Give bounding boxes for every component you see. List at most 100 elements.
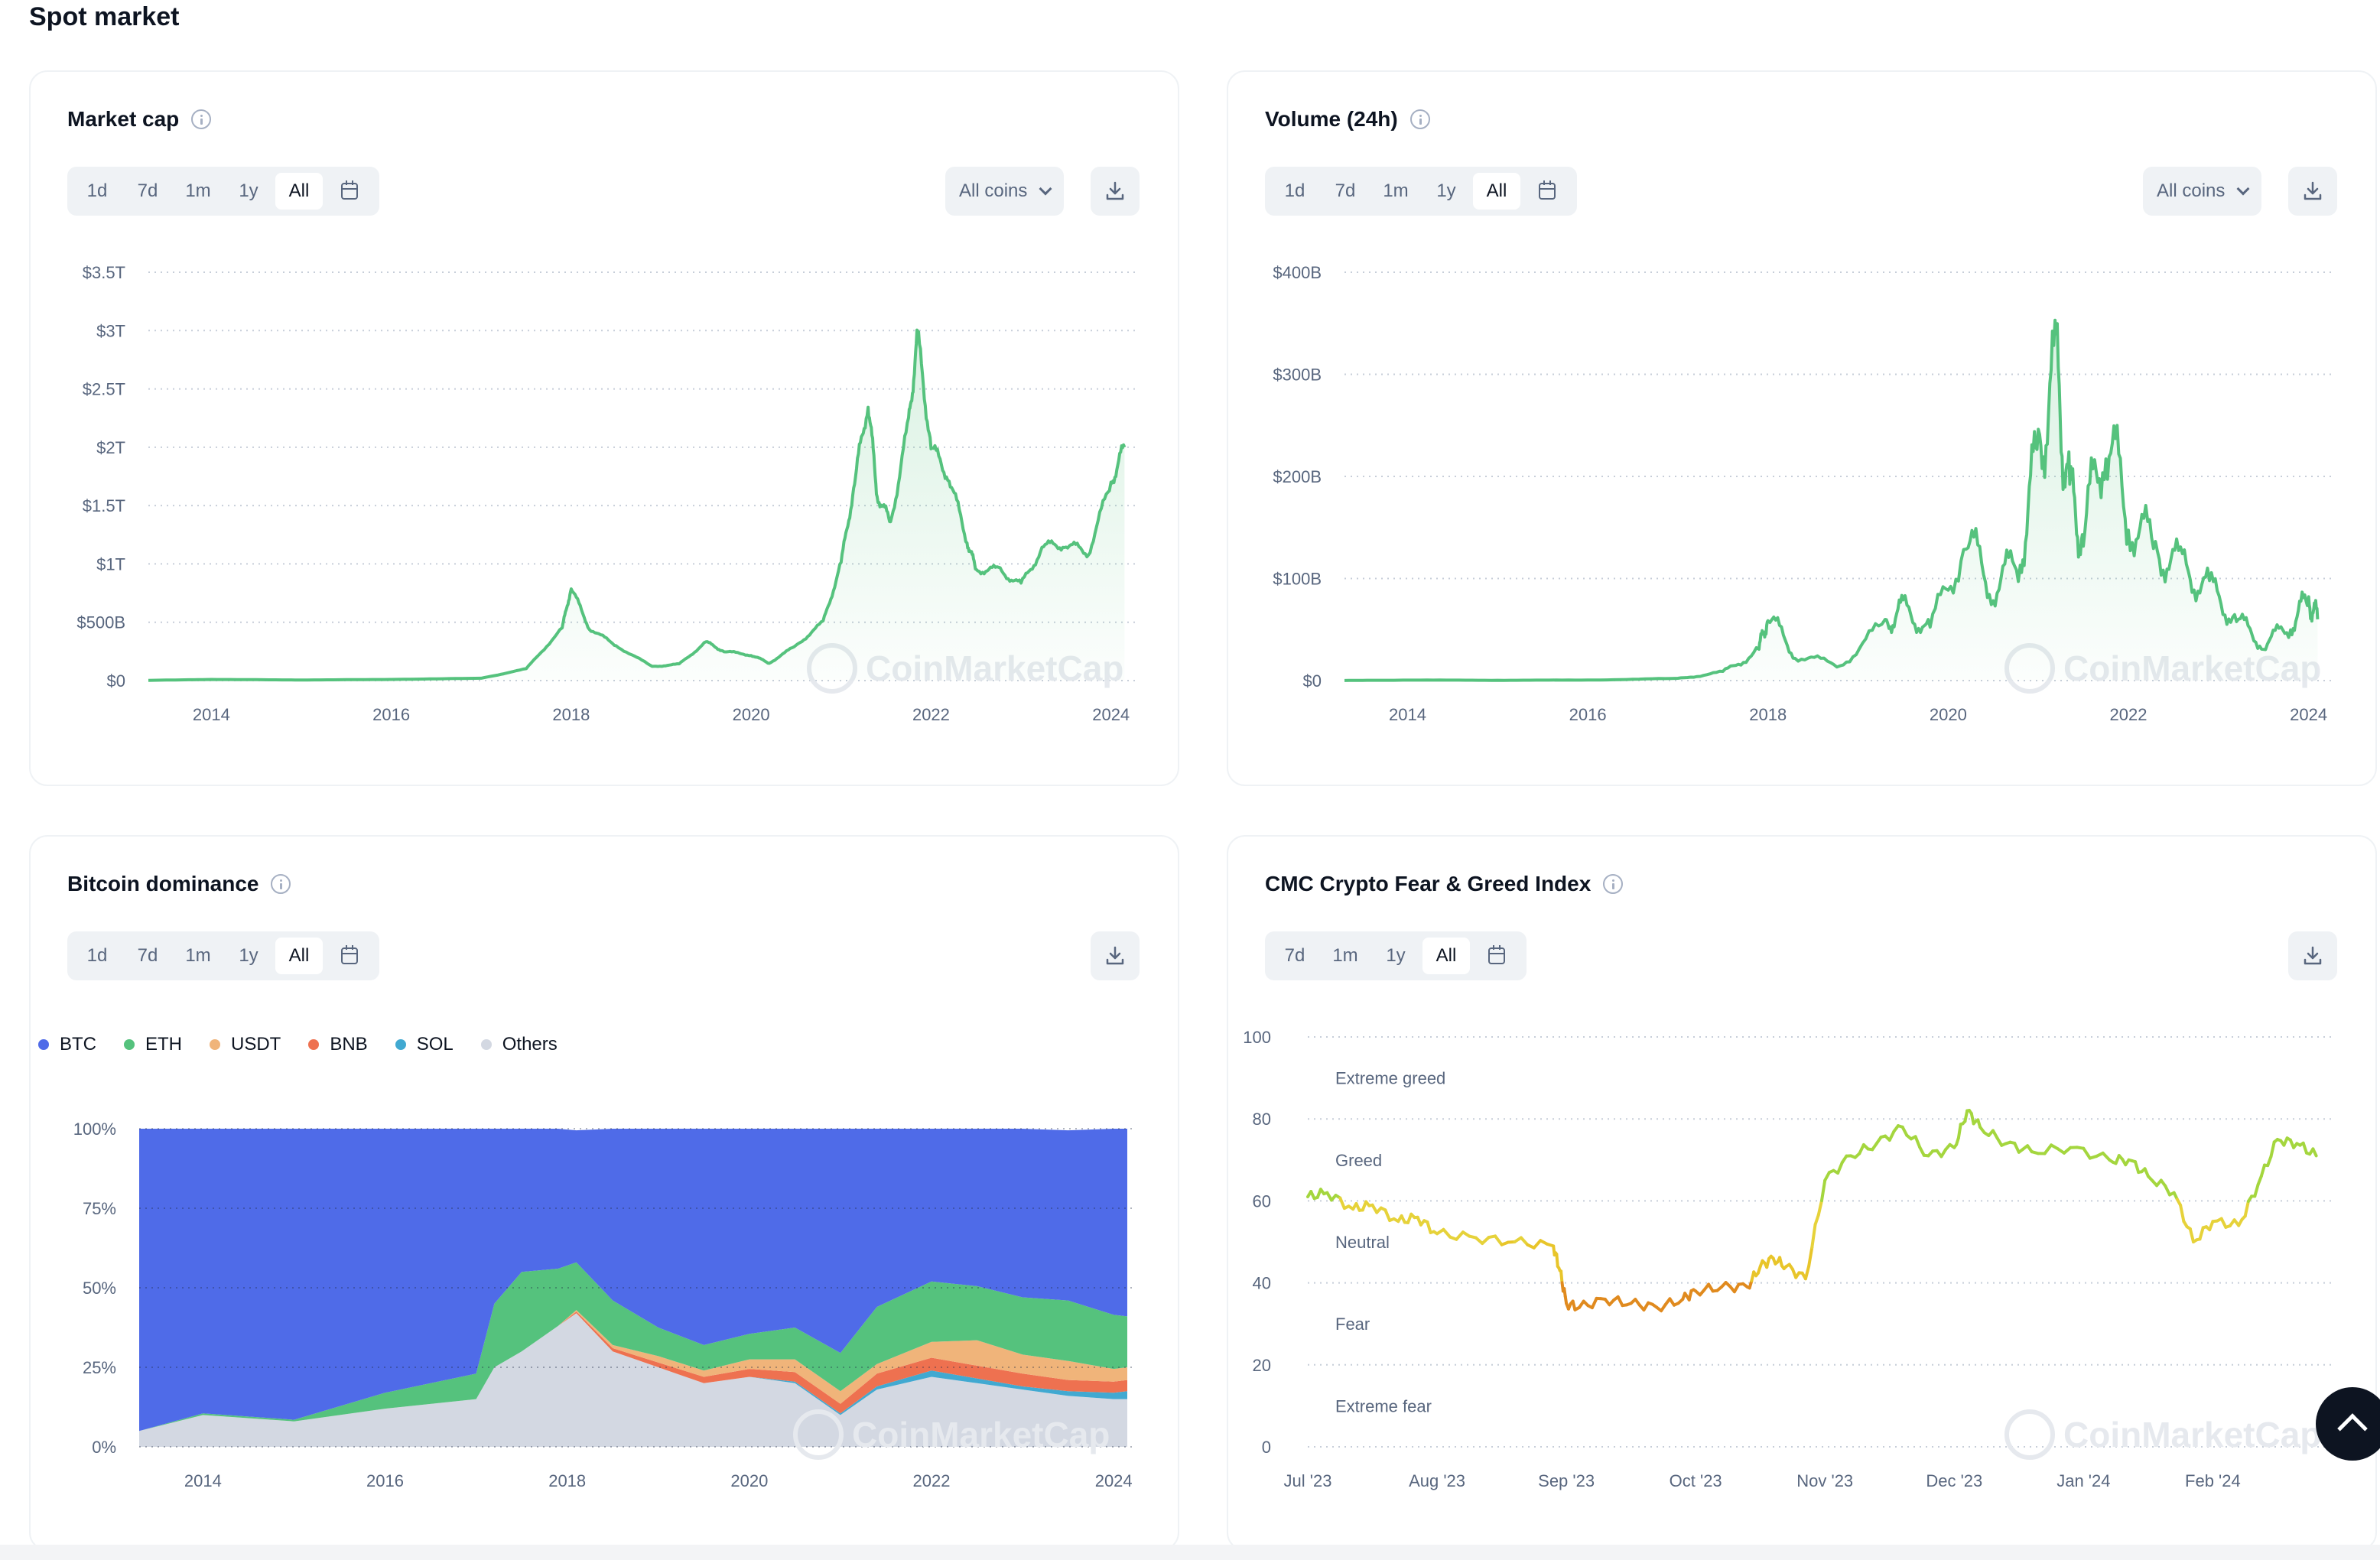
tab-1y[interactable]: 1y [1436, 180, 1456, 201]
watermark-text: CoinMarketCap [2063, 1415, 2321, 1454]
tab-all[interactable]: All [1422, 938, 1470, 974]
index-line-segment [2301, 1141, 2308, 1155]
y-tick-label: 0 [1262, 1438, 1271, 1457]
dominance-timeframe-tabs: 1d 7d 1m 1y All [67, 931, 379, 980]
legend-item-bnb[interactable]: BNB [308, 1034, 368, 1055]
y-tick-label: 75% [83, 1199, 116, 1218]
x-tick-label: 2024 [1095, 1471, 1133, 1490]
download-button[interactable] [2288, 167, 2337, 216]
x-tick-label: 2022 [913, 1471, 951, 1490]
watermark-text: CoinMarketCap [852, 1415, 1110, 1454]
info-icon[interactable] [1409, 109, 1430, 129]
download-button[interactable] [1091, 167, 1140, 216]
arrow-up-icon [2337, 1413, 2368, 1444]
calendar-icon [341, 945, 358, 964]
x-tick-label: 2016 [366, 1471, 404, 1490]
coin-select-dropdown[interactable]: All coins [945, 167, 1065, 216]
legend-item-usdt[interactable]: USDT [210, 1034, 281, 1055]
watermark-logo [2004, 1409, 2055, 1460]
legend-item-others[interactable]: Others [480, 1034, 558, 1055]
y-tick-label: 25% [83, 1358, 116, 1377]
calendar-button[interactable] [326, 938, 373, 974]
x-tick-label: 2022 [2110, 705, 2148, 724]
scroll-to-top-button[interactable] [2316, 1387, 2380, 1461]
y-tick-label: $500B [76, 613, 125, 632]
index-line-segment [2188, 1227, 2195, 1243]
index-line-segment [1913, 1135, 1922, 1149]
calendar-button[interactable] [1473, 938, 1520, 974]
calendar-icon [1488, 945, 1505, 964]
fear-greed-title-text: CMC Crypto Fear & Greed Index [1265, 872, 1592, 895]
x-tick-label: 2020 [730, 1471, 768, 1490]
index-line-segment [2243, 1199, 2250, 1218]
tab-1m[interactable]: 1m [185, 180, 211, 201]
zone-label: Greed [1335, 1151, 1382, 1170]
y-tick-label: 20 [1253, 1356, 1271, 1375]
x-tick-label: 2018 [552, 705, 590, 724]
volume-title: Volume (24h) [1265, 107, 1430, 132]
tab-1y[interactable]: 1y [239, 180, 258, 201]
tab-1m[interactable]: 1m [185, 945, 211, 966]
tab-7d[interactable]: 7d [137, 180, 158, 201]
index-line-segment [2269, 1140, 2276, 1159]
download-button[interactable] [1091, 931, 1140, 980]
tab-7d[interactable]: 7d [1284, 945, 1305, 966]
index-line-segment [1616, 1295, 1624, 1308]
legend-dot [38, 1039, 49, 1050]
index-line-segment [1519, 1236, 1530, 1246]
series-area [148, 330, 1125, 681]
tab-7d[interactable]: 7d [1335, 180, 1356, 201]
index-line-segment [1426, 1220, 1432, 1234]
tab-1y[interactable]: 1y [239, 945, 258, 966]
legend-item-eth[interactable]: ETH [124, 1034, 182, 1055]
download-button[interactable] [2288, 931, 2337, 980]
index-line-segment [1887, 1129, 1896, 1142]
legend-item-sol[interactable]: SOL [395, 1034, 454, 1055]
info-icon[interactable] [191, 109, 212, 129]
info-icon[interactable] [1603, 874, 1624, 894]
zone-label: Neutral [1335, 1233, 1390, 1252]
dominance-legend: BTC ETH USDT BNB SOL Others [38, 1034, 558, 1055]
y-tick-label: $100B [1273, 570, 1322, 589]
tab-1d[interactable]: 1d [86, 180, 108, 201]
legend-dot [210, 1039, 220, 1050]
index-line-segment [1836, 1161, 1844, 1175]
tab-7d[interactable]: 7d [137, 945, 158, 966]
calendar-button[interactable] [326, 173, 373, 210]
index-line-segment [1687, 1289, 1693, 1302]
y-tick-label: $0 [107, 671, 125, 691]
index-line-segment [2164, 1185, 2171, 1197]
index-line-segment [2101, 1151, 2112, 1162]
y-tick-label: 60 [1253, 1191, 1271, 1211]
info-icon[interactable] [271, 874, 291, 894]
tab-1d[interactable]: 1d [86, 945, 108, 966]
series-area-eth [139, 1262, 1127, 1432]
calendar-button[interactable] [1523, 173, 1571, 210]
tab-all[interactable]: All [275, 173, 323, 210]
tab-all[interactable]: All [1473, 173, 1520, 210]
y-tick-label: 100 [1243, 1028, 1271, 1047]
legend-item-btc[interactable]: BTC [38, 1034, 96, 1055]
fear-greed-title: CMC Crypto Fear & Greed Index [1265, 872, 1624, 896]
legend-label: BNB [330, 1034, 368, 1055]
index-line-segment [2219, 1217, 2228, 1229]
tab-1m[interactable]: 1m [1383, 180, 1409, 201]
tab-1y[interactable]: 1y [1386, 945, 1406, 966]
index-line-segment [1338, 1196, 1346, 1211]
index-line-segment [1813, 1213, 1820, 1227]
index-line-segment [1816, 1199, 1823, 1217]
tab-1d[interactable]: 1d [1284, 180, 1305, 201]
tab-all[interactable]: All [275, 938, 323, 974]
index-line-segment [2266, 1155, 2273, 1168]
index-line-segment [1455, 1230, 1465, 1241]
y-tick-label: $200B [1273, 467, 1322, 486]
coin-select-dropdown[interactable]: All coins [2143, 167, 2262, 216]
x-tick-label: Nov '23 [1796, 1471, 1853, 1490]
x-tick-label: 2020 [733, 705, 770, 724]
legend-dot [480, 1039, 492, 1050]
tab-1m[interactable]: 1m [1332, 945, 1358, 966]
series-area [1344, 320, 2318, 681]
calendar-icon [341, 180, 358, 200]
y-tick-label: 50% [83, 1279, 116, 1298]
bottom-bar [0, 1545, 2380, 1560]
